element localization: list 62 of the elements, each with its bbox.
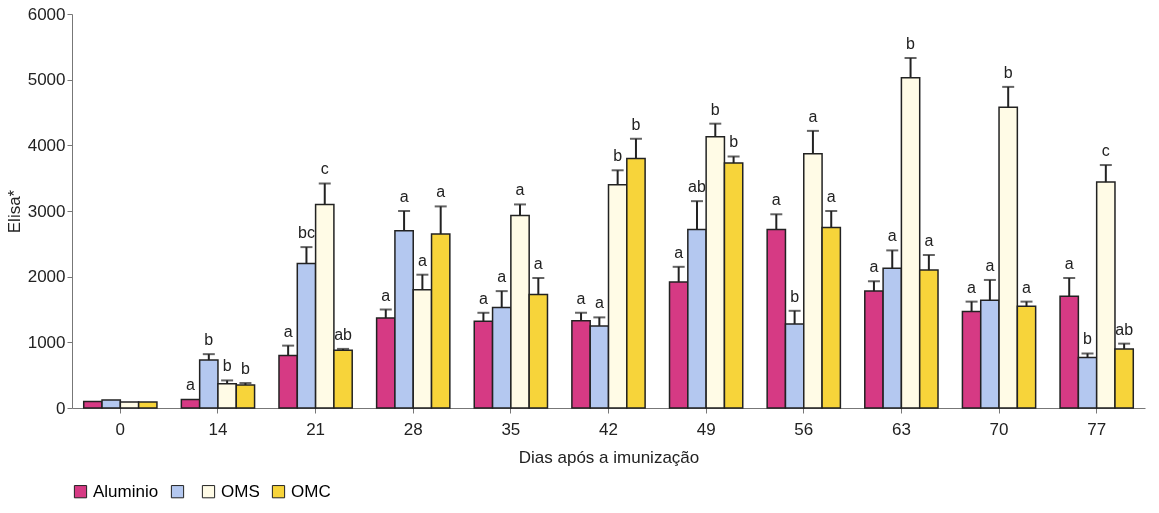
y-tick-label: 6000 [27, 4, 66, 24]
legend-label: Aluminio [93, 481, 159, 501]
x-tick-label: 56 [794, 419, 814, 439]
x-tick-label: 49 [696, 419, 716, 439]
data-label: b [222, 357, 232, 375]
data-label: a [497, 268, 507, 286]
y-axis-title: Elisa* [4, 189, 24, 234]
x-tick-label: 77 [1087, 419, 1107, 439]
data-label: a [674, 243, 684, 261]
data-label: a [417, 251, 427, 269]
y-tick-label: 0 [56, 398, 66, 418]
data-label: b [906, 35, 916, 52]
data-label: a [967, 278, 977, 296]
y-tick-label: 1000 [27, 332, 66, 352]
data-label: a [515, 181, 525, 199]
x-tick-label: 0 [115, 419, 126, 439]
data-label: ab [334, 325, 353, 343]
data-label: ab [1115, 320, 1134, 338]
data-label: b [240, 360, 250, 378]
data-label: b [204, 331, 214, 349]
data-label: a [576, 289, 586, 307]
data-label: a [594, 294, 604, 312]
x-tick-label: 14 [208, 419, 228, 439]
data-label: a [808, 107, 818, 125]
data-label: a [381, 286, 391, 304]
data-label: a [1064, 254, 1074, 272]
x-tick-label: 35 [501, 419, 521, 439]
legend-label: OMS [221, 481, 260, 501]
x-tick-label: 28 [403, 419, 423, 439]
data-label: a [771, 191, 781, 209]
data-label: a [186, 376, 196, 394]
data-label: c [320, 160, 329, 178]
data-label: b [631, 115, 641, 133]
x-tick-label: 63 [891, 419, 911, 439]
data-label: a [399, 188, 409, 205]
data-label: b [1083, 330, 1093, 348]
data-label: b [710, 100, 720, 118]
data-label: a [985, 256, 995, 274]
y-tick-label: 2000 [27, 267, 66, 287]
x-axis-title: Dias após a imunização [518, 447, 700, 467]
legend-label: OMC [291, 481, 331, 501]
data-label: a [533, 254, 543, 272]
y-tick-label: 4000 [27, 135, 66, 155]
data-label: b [729, 133, 739, 151]
y-tick-label: 3000 [27, 201, 66, 221]
data-label: b [790, 287, 800, 305]
x-tick-label: 21 [306, 419, 326, 439]
data-label: c [1101, 142, 1110, 160]
data-label: a [887, 227, 897, 245]
data-label: bc [297, 224, 315, 242]
data-label: b [1003, 63, 1013, 81]
data-label: a [826, 188, 836, 205]
data-label: a [283, 322, 293, 340]
data-label: b [613, 147, 623, 165]
y-tick-label: 5000 [27, 70, 66, 90]
data-label: a [1022, 278, 1032, 296]
data-label: a [924, 232, 934, 249]
x-tick-label: 42 [599, 419, 618, 439]
data-label: a [869, 258, 879, 276]
data-label: a [436, 183, 446, 201]
x-tick-label: 70 [989, 419, 1009, 439]
data-label: a [478, 289, 488, 307]
